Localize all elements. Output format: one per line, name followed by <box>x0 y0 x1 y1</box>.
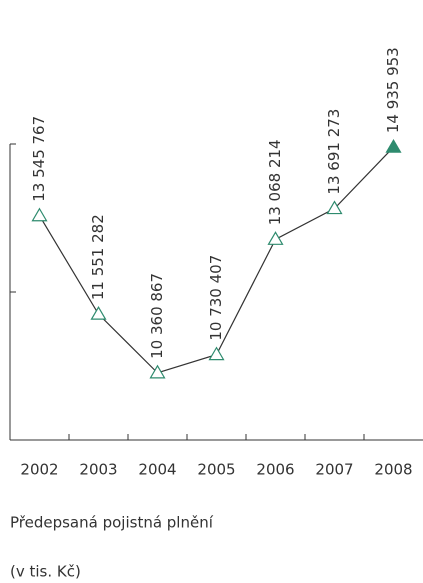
x-tick-label: 2005 <box>197 461 235 479</box>
x-tick-label: 2006 <box>256 461 294 479</box>
marker <box>90 305 107 320</box>
marker <box>267 231 284 245</box>
marker <box>31 207 48 222</box>
chart-subtitle: (v tis. Kč) <box>10 563 81 581</box>
data-label: 13 545 767 <box>30 116 48 202</box>
marker <box>149 364 166 379</box>
x-tick-label: 2007 <box>315 461 353 479</box>
data-label: 13 691 273 <box>325 109 343 195</box>
data-label: 10 730 407 <box>207 255 225 341</box>
x-tick-label: 2008 <box>374 461 412 479</box>
x-tick-label: 2003 <box>79 461 117 479</box>
x-tick-label: 2002 <box>20 461 58 479</box>
marker <box>326 200 343 215</box>
data-label: 10 360 867 <box>148 273 166 359</box>
marker <box>385 138 402 153</box>
chart-title: Předepsaná pojistná plnění <box>10 514 214 532</box>
marker <box>208 346 225 361</box>
data-label: 11 551 282 <box>89 214 107 300</box>
data-label: 13 068 214 <box>266 139 284 225</box>
x-tick-label: 2004 <box>138 461 176 479</box>
data-label: 14 935 953 <box>384 47 402 133</box>
